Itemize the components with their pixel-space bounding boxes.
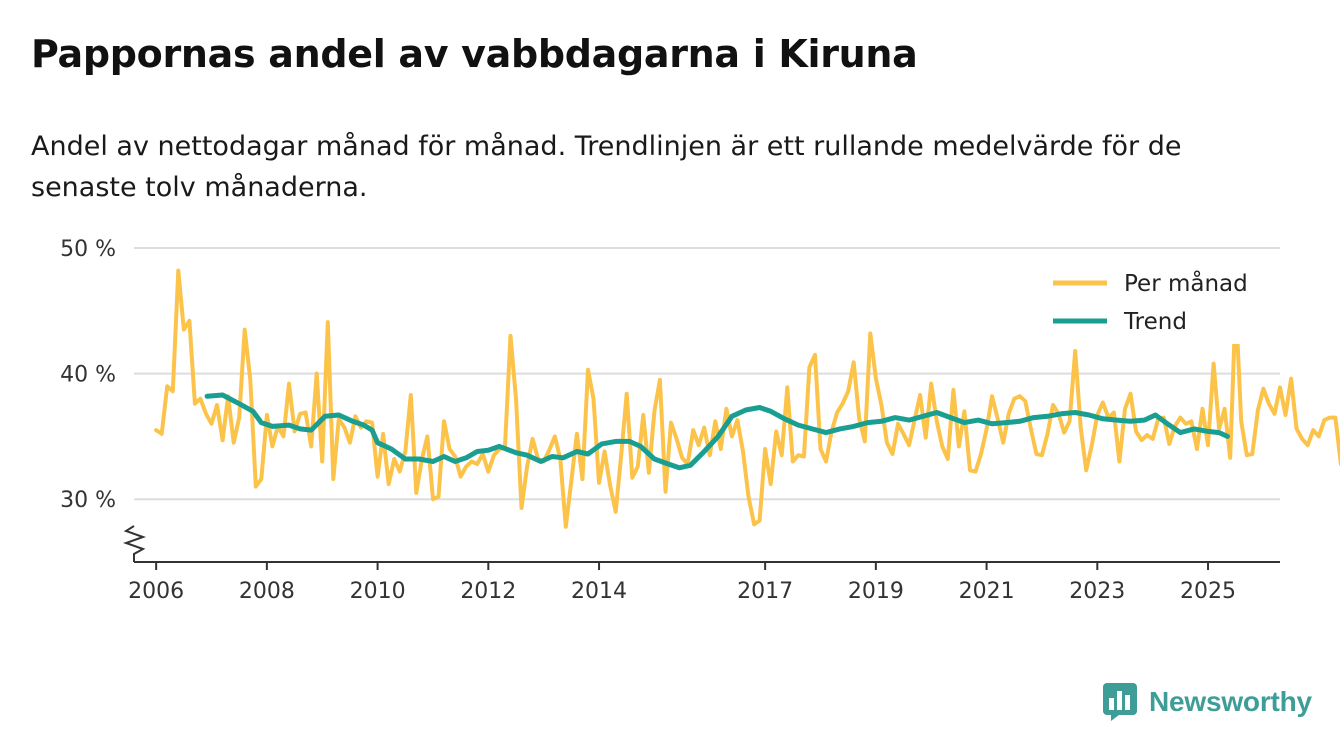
x-tick-label: 2006 bbox=[128, 579, 184, 604]
x-tick-label: 2010 bbox=[350, 579, 406, 604]
page-title: Pappornas andel av vabbdagarna i Kiruna bbox=[31, 32, 918, 76]
y-tick-label: 50 % bbox=[60, 237, 116, 262]
axis-break-icon bbox=[122, 525, 147, 562]
legend: Per månad Trend bbox=[1043, 264, 1263, 344]
newsworthy-logo-icon bbox=[1103, 683, 1137, 721]
x-tick-label: 2025 bbox=[1180, 579, 1236, 604]
x-tick-label: 2014 bbox=[571, 579, 627, 604]
brand-logo: Newsworthy bbox=[1103, 683, 1312, 721]
legend-label-trend: Trend bbox=[1123, 309, 1187, 335]
x-tick-label: 2017 bbox=[737, 579, 793, 604]
x-tick-label: 2012 bbox=[460, 579, 516, 604]
series-line-trend bbox=[204, 392, 1230, 471]
x-tick-label: 2023 bbox=[1069, 579, 1125, 604]
x-tick-label: 2021 bbox=[959, 579, 1015, 604]
y-tick-label: 30 % bbox=[60, 488, 116, 513]
series bbox=[154, 268, 1340, 529]
brand-name: Newsworthy bbox=[1149, 686, 1312, 717]
legend-background bbox=[1043, 264, 1263, 344]
y-tick-label: 40 % bbox=[60, 363, 116, 388]
axes: 30 % 40 % 50 % 2006 2008 2010 2012 2014 2017 2019… bbox=[60, 237, 1280, 604]
x-tick-label: 2019 bbox=[848, 579, 904, 604]
x-tick-label: 2008 bbox=[239, 579, 295, 604]
chart-subtitle: Andel av nettodagar månad för månad. Tre… bbox=[31, 131, 1182, 203]
legend-label-per-manad: Per månad bbox=[1124, 269, 1248, 297]
